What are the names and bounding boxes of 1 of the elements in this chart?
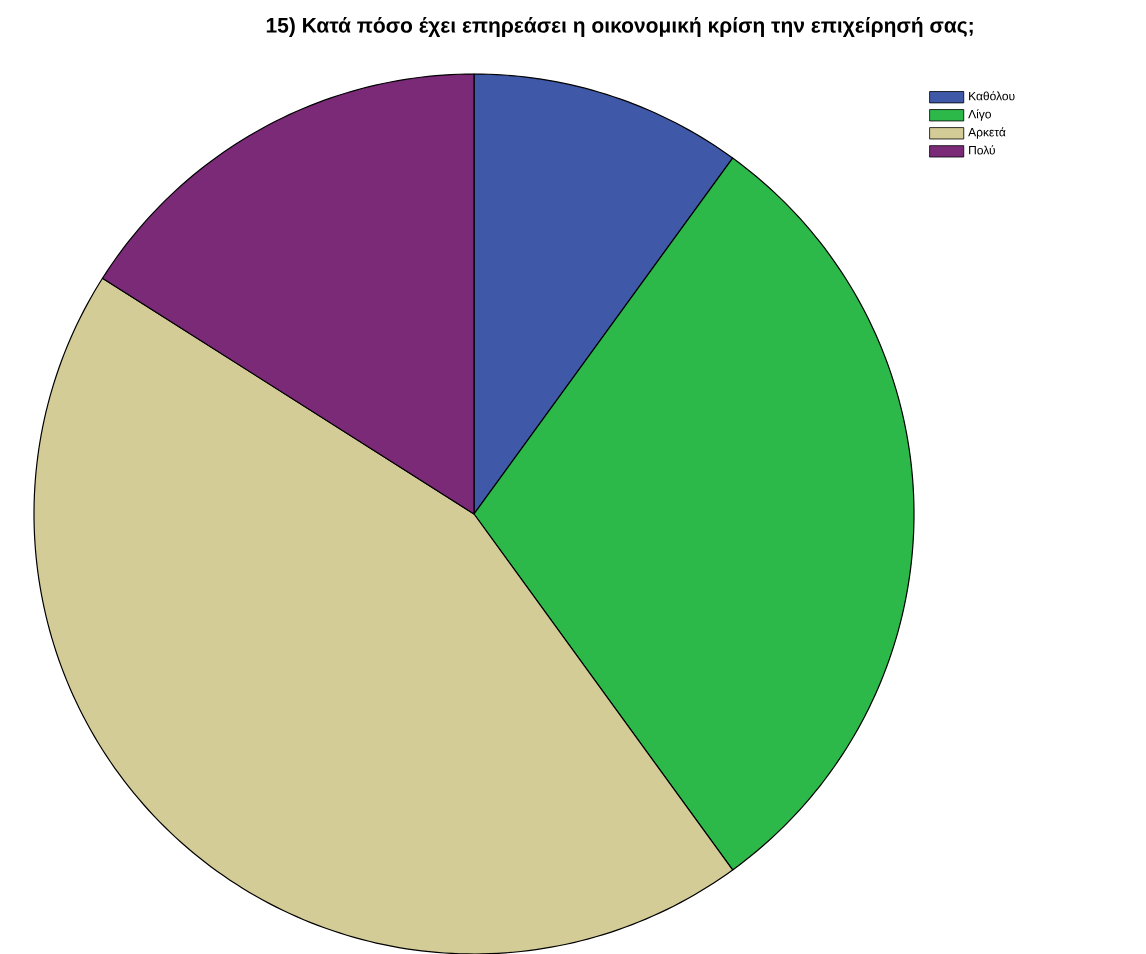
chart-title: 15) Κατά πόσο έχει επηρεάσει η οικονομική κρίση την επιχείρησή σας; xyxy=(266,17,973,37)
